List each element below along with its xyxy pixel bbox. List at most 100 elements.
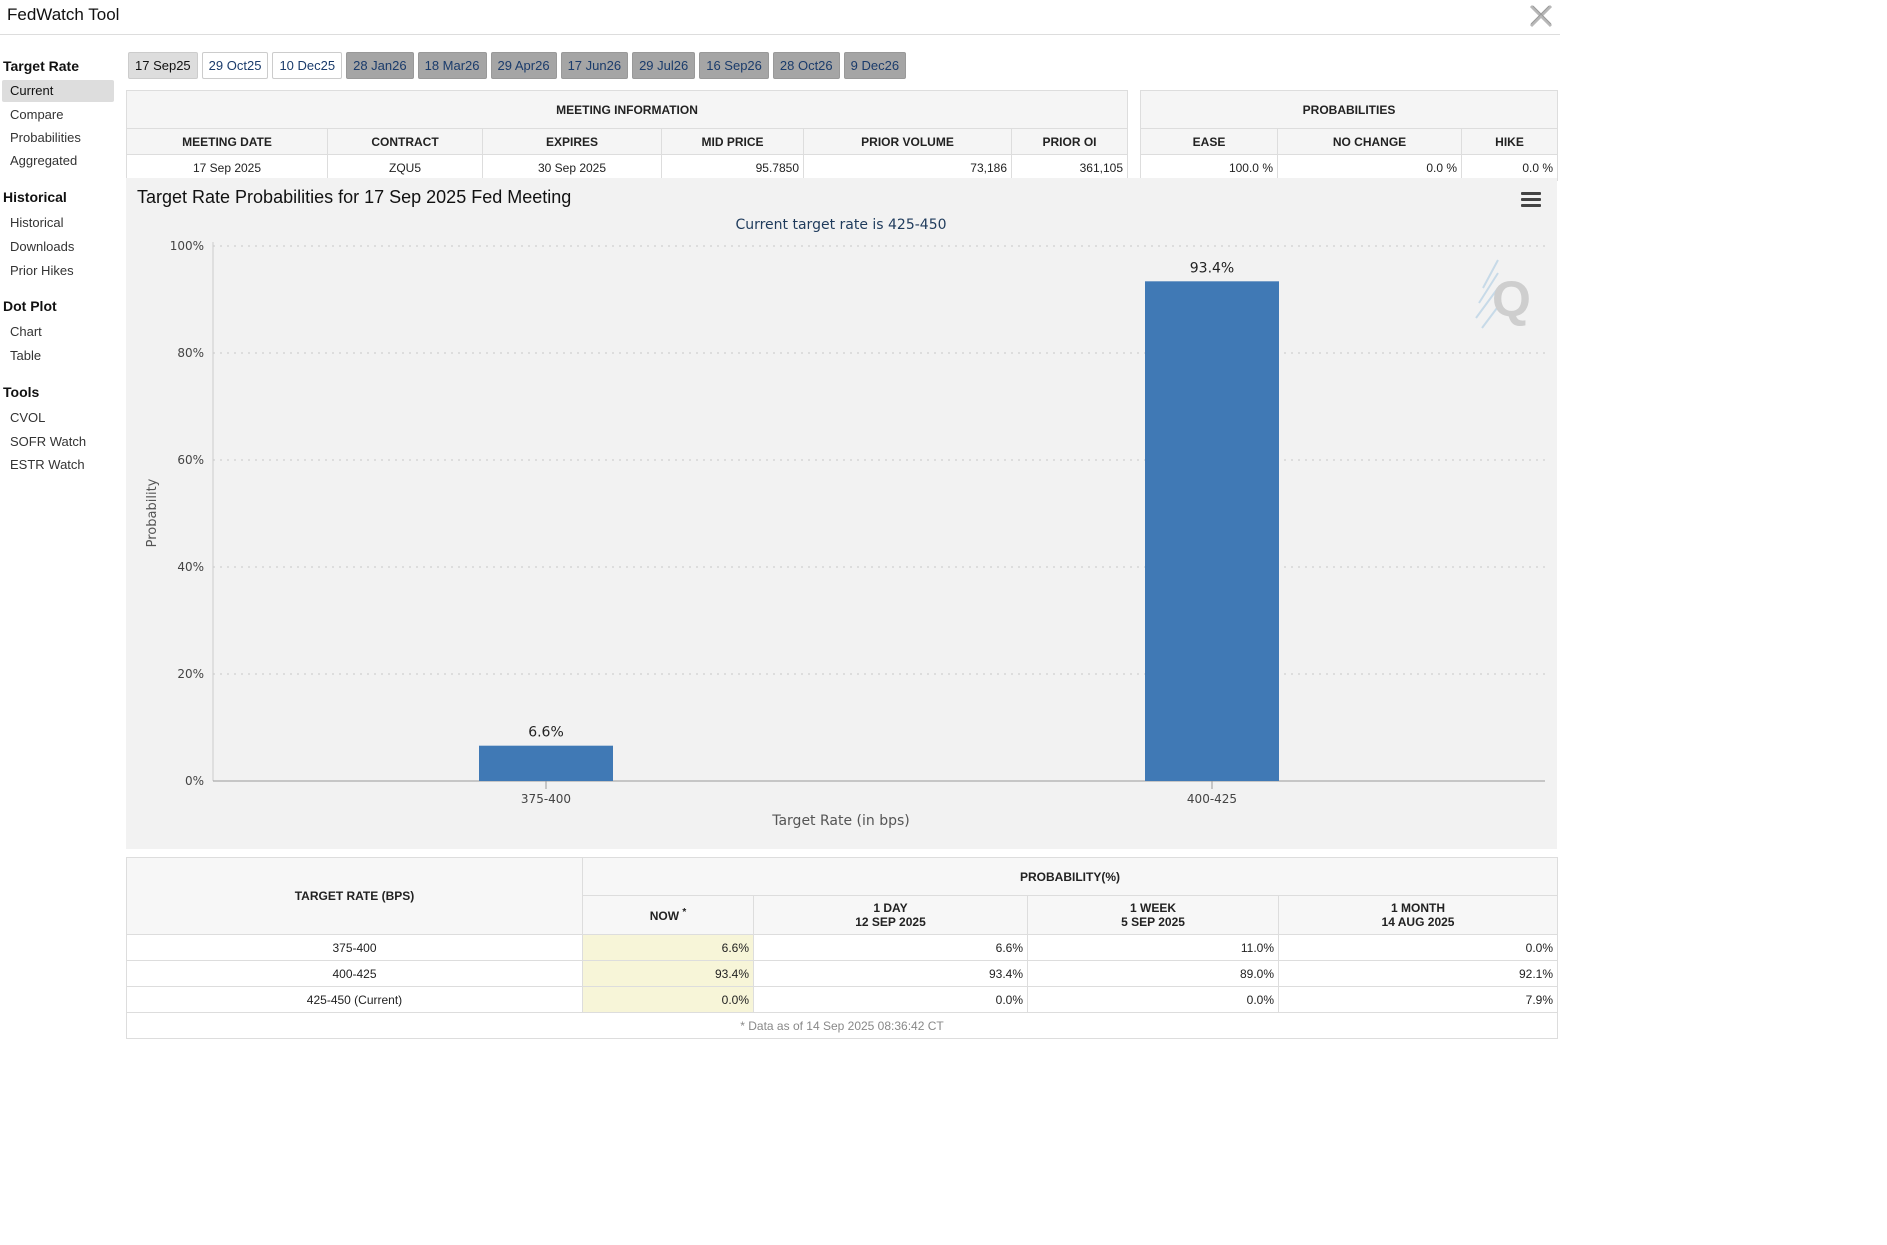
bar-data-label: 93.4% bbox=[1190, 260, 1234, 276]
sidebar-item-chart[interactable]: Chart bbox=[10, 324, 42, 339]
target-rate-cell: 375-400 bbox=[126, 934, 583, 961]
one-month-cell: 0.0% bbox=[1278, 934, 1558, 961]
target-rate-cell: 400-425 bbox=[126, 960, 583, 987]
no-change-value: 0.0 % bbox=[1277, 154, 1462, 181]
meeting-info-caption: MEETING INFORMATION bbox=[126, 90, 1128, 129]
meeting-tab[interactable]: 29 Oct25 bbox=[201, 52, 269, 79]
column-header: HIKE bbox=[1461, 128, 1558, 155]
bar[interactable] bbox=[479, 745, 613, 781]
bar[interactable] bbox=[1145, 281, 1279, 781]
sidebar-item-cvol[interactable]: CVOL bbox=[10, 410, 46, 425]
meeting-tab[interactable]: 29 Apr26 bbox=[490, 52, 557, 79]
sidebar-item-sofr-watch[interactable]: SOFR Watch bbox=[10, 434, 87, 449]
one-day-column-header: 1 DAY 12 SEP 2025 bbox=[753, 895, 1028, 935]
close-x-icon[interactable] bbox=[1528, 3, 1554, 29]
table-row: 425-450 (Current) 0.0% 0.0% 0.0% 7.9% bbox=[126, 986, 1558, 1013]
meeting-tab[interactable]: 29 Jul26 bbox=[632, 52, 696, 79]
sidebar-item-compare[interactable]: Compare bbox=[10, 107, 64, 122]
column-header: PRIOR VOLUME bbox=[803, 128, 1012, 155]
meeting-tab[interactable]: 17 Jun26 bbox=[560, 52, 629, 79]
column-header: CONTRACT bbox=[327, 128, 483, 155]
sidebar-item-aggregated[interactable]: Aggregated bbox=[10, 153, 78, 168]
data-timestamp-footnote: * Data as of 14 Sep 2025 08:36:42 CT bbox=[126, 1012, 1558, 1039]
probability-history-table: TARGET RATE (BPS) PROBABILITY(%) NOW * 1… bbox=[126, 857, 1558, 1039]
app-title: FedWatch Tool bbox=[7, 5, 120, 24]
sidebar-item-estr-watch[interactable]: ESTR Watch bbox=[10, 457, 85, 472]
column-header-date: 14 AUG 2025 bbox=[1381, 915, 1455, 929]
sidebar-heading-tools: Tools bbox=[3, 384, 40, 400]
sidebar-item-table[interactable]: Table bbox=[10, 348, 42, 363]
column-header: MID PRICE bbox=[661, 128, 804, 155]
one-day-cell: 6.6% bbox=[753, 934, 1028, 961]
probability-chart-panel: Target Rate Probabilities for 17 Sep 202… bbox=[126, 178, 1557, 849]
contract-value: ZQU5 bbox=[327, 154, 483, 181]
now-column-header: NOW * bbox=[582, 895, 754, 935]
now-footnote-mark: * bbox=[682, 907, 687, 918]
column-header-line: 1 MONTH bbox=[1391, 901, 1445, 915]
probabilities-table: PROBABILITIES EASE NO CHANGE HIKE 100.0 … bbox=[1140, 90, 1558, 181]
now-cell: 93.4% bbox=[582, 960, 754, 987]
meeting-tab[interactable]: 17 Sep25 bbox=[128, 52, 198, 79]
meeting-tab[interactable]: 18 Mar26 bbox=[417, 52, 487, 79]
now-cell: 0.0% bbox=[582, 986, 754, 1013]
sidebar-item-downloads[interactable]: Downloads bbox=[10, 239, 75, 254]
one-week-cell: 89.0% bbox=[1027, 960, 1279, 987]
table-row: 400-425 93.4% 93.4% 89.0% 92.1% bbox=[126, 960, 1558, 987]
column-header: MEETING DATE bbox=[126, 128, 328, 155]
one-day-cell: 0.0% bbox=[753, 986, 1028, 1013]
title-bar: FedWatch Tool bbox=[0, 0, 1560, 35]
meeting-tabs: 17 Sep25 29 Oct25 10 Dec25 28 Jan26 18 M… bbox=[128, 52, 907, 79]
y-tick-label: 40% bbox=[177, 560, 204, 574]
column-header: NO CHANGE bbox=[1277, 128, 1462, 155]
watermark-text: Q bbox=[1492, 271, 1531, 327]
x-axis-label: Target Rate (in bps) bbox=[771, 813, 910, 829]
mid-price-value: 95.7850 bbox=[661, 154, 804, 181]
now-label: NOW bbox=[649, 909, 680, 923]
expires-value: 30 Sep 2025 bbox=[482, 154, 662, 181]
meeting-tab[interactable]: 16 Sep26 bbox=[699, 52, 769, 79]
y-tick-label: 20% bbox=[177, 667, 204, 681]
y-tick-label: 0% bbox=[185, 774, 204, 788]
column-header: EXPIRES bbox=[482, 128, 662, 155]
one-day-cell: 93.4% bbox=[753, 960, 1028, 987]
watermark-q-icon: Q bbox=[1475, 259, 1531, 329]
prior-oi-value: 361,105 bbox=[1011, 154, 1128, 181]
target-rate-cell: 425-450 (Current) bbox=[126, 986, 583, 1013]
meeting-tab[interactable]: 28 Oct26 bbox=[772, 52, 840, 79]
one-month-cell: 7.9% bbox=[1278, 986, 1558, 1013]
one-month-cell: 92.1% bbox=[1278, 960, 1558, 987]
column-header: PRIOR OI bbox=[1011, 128, 1128, 155]
hamburger-menu-icon[interactable] bbox=[1521, 192, 1541, 208]
sidebar-item-probabilities[interactable]: Probabilities bbox=[10, 130, 81, 145]
one-month-column-header: 1 MONTH 14 AUG 2025 bbox=[1278, 895, 1558, 935]
ease-value: 100.0 % bbox=[1140, 154, 1278, 181]
sidebar-item-prior-hikes[interactable]: Prior Hikes bbox=[10, 263, 74, 278]
column-header: EASE bbox=[1140, 128, 1278, 155]
target-rate-header: TARGET RATE (BPS) bbox=[126, 857, 583, 935]
prior-volume-value: 73,186 bbox=[803, 154, 1012, 181]
sidebar-nav: Target Rate Current Compare Probabilitie… bbox=[0, 50, 118, 476]
probabilities-caption: PROBABILITIES bbox=[1140, 90, 1558, 129]
bar-data-label: 6.6% bbox=[528, 725, 564, 741]
bar-chart: Q Current target rate is 425-450 0% 20% 40… bbox=[145, 217, 1545, 829]
chart-subtitle: Current target rate is 425-450 bbox=[735, 217, 946, 233]
sidebar-item-historical[interactable]: Historical bbox=[10, 215, 64, 230]
y-tick-label: 60% bbox=[177, 453, 204, 467]
one-week-cell: 11.0% bbox=[1027, 934, 1279, 961]
one-week-cell: 0.0% bbox=[1027, 986, 1279, 1013]
sidebar-heading-historical: Historical bbox=[3, 189, 67, 205]
column-header-line: 1 DAY bbox=[873, 901, 908, 915]
meeting-tab[interactable]: 10 Dec25 bbox=[272, 52, 343, 79]
sidebar-item-current[interactable]: Current bbox=[2, 80, 114, 102]
column-header-date: 12 SEP 2025 bbox=[855, 915, 926, 929]
chart-title: Target Rate Probabilities for 17 Sep 202… bbox=[137, 187, 572, 207]
y-tick-label: 100% bbox=[170, 239, 204, 253]
y-axis-label: Probability bbox=[145, 478, 160, 547]
sidebar-heading-target-rate: Target Rate bbox=[3, 58, 79, 74]
column-header-line: 1 WEEK bbox=[1129, 901, 1176, 915]
meeting-info-table: MEETING INFORMATION MEETING DATE CONTRAC… bbox=[126, 90, 1128, 181]
meeting-tab[interactable]: 9 Dec26 bbox=[843, 52, 907, 79]
meeting-tab[interactable]: 28 Jan26 bbox=[346, 52, 414, 79]
x-tick-label: 400-425 bbox=[1187, 792, 1237, 806]
column-header-date: 5 SEP 2025 bbox=[1121, 915, 1185, 929]
